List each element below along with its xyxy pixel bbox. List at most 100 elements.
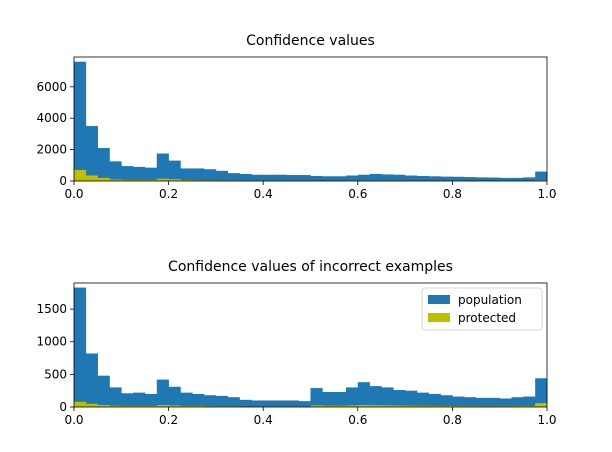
bar-protected-39 [535, 403, 548, 407]
y-tick-label: 4000 [36, 111, 67, 125]
bar-protected-30 [428, 405, 441, 407]
bar-population-7 [156, 379, 169, 407]
bar-protected-33 [464, 406, 477, 407]
y-tick-label: 6000 [36, 80, 67, 94]
bar-protected-2 [97, 405, 110, 407]
bar-series-0-33 [464, 177, 477, 181]
x-tick-label: 0.4 [254, 413, 273, 427]
bar-population-13 [227, 397, 240, 407]
bar-population-34 [476, 397, 489, 407]
bar-series-0-37 [511, 177, 524, 181]
y-tick-label: 0 [59, 174, 67, 188]
x-tick-label: 0.2 [159, 187, 178, 201]
bar-population-22 [334, 391, 347, 407]
bar-population-37 [511, 397, 524, 407]
x-tick-label: 0.8 [443, 187, 462, 201]
bar-population-15 [251, 400, 264, 407]
bar-series-0-35 [487, 177, 500, 181]
bar-population-2 [97, 375, 110, 407]
bar-population-38 [523, 396, 536, 407]
bar-population-4 [121, 393, 134, 407]
bar-population-5 [133, 392, 146, 407]
bar-protected-28 [405, 405, 418, 407]
bar-series-0-16 [263, 174, 276, 181]
plot-frame [73, 56, 548, 182]
bar-population-27 [393, 390, 406, 407]
x-tick-label: 0.0 [64, 187, 83, 201]
bar-protected-10 [192, 406, 205, 407]
bar-series-0-1 [85, 126, 98, 181]
plot-frame [73, 282, 548, 408]
bar-protected-8 [168, 405, 181, 407]
bar-series-0-21 [322, 176, 335, 181]
bar-population-8 [168, 386, 181, 407]
bar-protected-3 [109, 405, 122, 407]
bar-series-1-6 [144, 180, 158, 181]
bar-series-0-15 [251, 174, 264, 181]
bar-protected-1 [85, 403, 98, 407]
chart-top-title: Confidence values [246, 33, 375, 49]
bar-protected-29 [416, 405, 430, 407]
x-tick-label: 1.0 [537, 187, 556, 201]
bar-population-10 [192, 393, 205, 407]
bar-population-20 [310, 388, 323, 407]
bar-protected-6 [144, 406, 158, 407]
bar-series-0-18 [286, 175, 299, 181]
bar-population-28 [405, 390, 418, 407]
bar-protected-27 [393, 405, 406, 407]
bar-series-0-14 [239, 173, 252, 181]
y-tick-label: 2000 [36, 143, 67, 157]
bar-population-23 [345, 387, 359, 407]
x-tick-label: 0.0 [64, 413, 83, 427]
bar-series-1-3 [109, 179, 122, 181]
legend-swatch-protected [428, 313, 450, 322]
chart-top-bars [74, 61, 548, 181]
bar-series-0-5 [133, 166, 146, 181]
x-tick-label: 0.8 [443, 413, 462, 427]
bar-population-19 [298, 401, 311, 407]
bar-protected-4 [121, 406, 134, 407]
bar-series-0-30 [428, 176, 441, 181]
bar-series-1-1 [85, 175, 98, 181]
legend-swatch-population [428, 295, 450, 304]
bar-population-18 [286, 400, 299, 407]
bar-population-9 [180, 392, 193, 407]
bar-population-31 [440, 395, 453, 407]
chart-bottom-axes: 0.0 0.2 0.4 0.6 0.8 1.0 0 500 1000 1500 [36, 282, 557, 427]
bar-series-0-19 [298, 175, 311, 181]
bar-series-0-31 [440, 176, 453, 181]
bar-series-0-36 [499, 177, 512, 181]
bar-series-0-10 [192, 168, 205, 181]
legend-box [421, 287, 543, 331]
bar-protected-32 [452, 406, 465, 407]
bar-series-1-5 [133, 180, 146, 181]
legend-label-population: population [458, 293, 522, 307]
bar-series-1-0 [74, 170, 87, 181]
bar-population-33 [464, 397, 477, 407]
bar-population-0 [74, 287, 87, 407]
bar-protected-25 [369, 405, 382, 407]
bar-series-0-0 [74, 61, 87, 181]
bar-population-32 [452, 396, 465, 407]
bar-population-16 [263, 400, 276, 407]
bar-series-0-8 [168, 160, 181, 181]
bar-population-25 [369, 386, 382, 407]
bar-series-0-38 [523, 177, 536, 181]
bar-population-6 [144, 393, 158, 407]
bar-series-1-4 [121, 179, 134, 181]
bar-population-3 [109, 387, 122, 407]
bar-series-0-13 [227, 173, 240, 181]
bar-series-0-12 [215, 170, 229, 181]
chart-top: Confidence values 0.0 0.2 0.4 0.6 0.8 1.0 0 200… [36, 33, 556, 201]
bar-series-0-17 [275, 174, 288, 181]
bar-series-0-29 [416, 175, 430, 181]
bar-population-14 [239, 399, 252, 407]
bar-protected-24 [357, 405, 370, 407]
bar-protected-26 [381, 405, 394, 407]
bar-protected-38 [523, 406, 536, 407]
bar-series-0-7 [156, 153, 169, 181]
x-tick-label: 0.6 [348, 187, 367, 201]
chart-bottom-legend: population protected [421, 287, 543, 331]
bar-series-0-6 [144, 167, 158, 181]
